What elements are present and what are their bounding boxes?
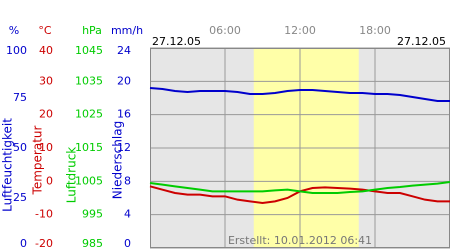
x-tick-label: 06:00 (209, 24, 241, 37)
series-line (149, 181, 450, 194)
date-left: 27.12.05 (152, 35, 201, 48)
y-tick-label: 1005 (75, 174, 103, 187)
y-tick-label: 20 (117, 74, 131, 87)
y-tick-label: 40 (39, 44, 53, 57)
axis-label: Luftdruck (65, 147, 79, 204)
y-tick-label: 10 (39, 141, 53, 154)
series-line (149, 87, 450, 102)
axis-label: Luftfeuchtigkeit (1, 118, 15, 212)
y-tick-label: 1045 (75, 44, 103, 57)
y-tick-label: 20 (39, 108, 53, 121)
axis-label: Temperatur (31, 125, 45, 195)
y-tick-label: 4 (124, 208, 131, 221)
y-tick-label: 75 (13, 91, 27, 104)
y-tick-label: 1035 (75, 74, 103, 87)
x-tick-label: 12:00 (284, 24, 316, 37)
y-tick-label: 30 (39, 74, 53, 87)
y-tick-label: 12 (117, 141, 131, 154)
y-tick-label: 1015 (75, 141, 103, 154)
y-tick-label: 1025 (75, 108, 103, 121)
y-tick-label: 8 (124, 174, 131, 187)
date-right: 27.12.05 (397, 35, 446, 48)
y-tick-label: 50 (13, 141, 27, 154)
y-tick-label: 0 (46, 174, 53, 187)
axis-unit: °C (38, 24, 52, 37)
y-tick-label: 16 (117, 108, 131, 121)
axis-unit: mm/h (111, 24, 143, 37)
y-tick-label: 24 (117, 44, 131, 57)
y-tick-label: 985 (82, 237, 103, 250)
y-tick-label: 25 (13, 191, 27, 204)
y-tick-label: 0 (20, 237, 27, 250)
y-tick-label: 995 (82, 208, 103, 221)
footer: Erstellt: 10.01.2012 06:41 (228, 234, 372, 247)
axis-label: Niederschlag (111, 121, 125, 199)
y-tick-label: -10 (35, 208, 53, 221)
axis-unit: % (9, 24, 19, 37)
y-tick-label: 0 (124, 237, 131, 250)
y-tick-label: 100 (6, 44, 27, 57)
y-tick-label: -20 (35, 237, 53, 250)
x-tick-label: 18:00 (359, 24, 391, 37)
axis-unit: hPa (82, 24, 102, 37)
